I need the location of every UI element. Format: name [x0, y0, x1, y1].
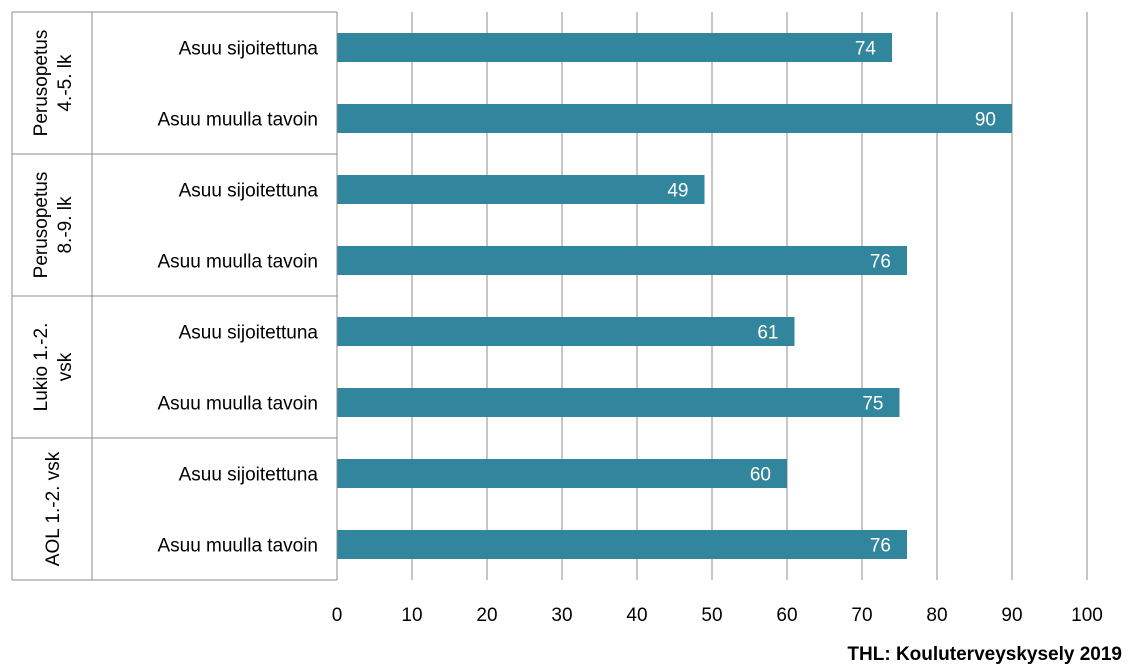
x-tick-label: 50 — [701, 605, 722, 626]
group-label-line: vsk — [55, 352, 76, 381]
group-label: Perusopetus 8.-9. lk — [31, 172, 76, 279]
bar — [337, 175, 705, 204]
x-tick-label: 20 — [476, 605, 497, 626]
bar — [337, 317, 795, 346]
data-label: 74 — [855, 39, 877, 60]
x-tick-label: 100 — [1071, 605, 1103, 626]
category-label: Asuu sijoitettuna — [179, 465, 319, 486]
x-tick-label: 10 — [401, 605, 422, 626]
bar — [337, 104, 1012, 133]
group-label-line: Perusopetus — [31, 30, 52, 137]
category-label: Asuu muulla tavoin — [157, 394, 318, 415]
group-label: Lukio 1.-2. vsk — [31, 323, 76, 412]
bar — [337, 33, 892, 62]
data-label: 76 — [870, 252, 891, 273]
data-label: 49 — [667, 181, 688, 202]
axis-labels: 0 10 20 30 40 50 60 70 80 90 100 74 Asuu sijoitettun… — [31, 30, 1103, 626]
group-label: Perusopetus 4.-5. lk — [31, 30, 76, 137]
category-label: Asuu sijoitettuna — [179, 323, 319, 344]
x-tick-label: 80 — [926, 605, 947, 626]
category-label: Asuu sijoitettuna — [179, 39, 319, 60]
source-note: THL: Kouluterveyskysely 2019 — [847, 644, 1122, 665]
x-tick-label: 70 — [851, 605, 872, 626]
group-label: AOL 1.-2. vsk — [43, 451, 64, 566]
bars — [337, 33, 1012, 559]
x-tick-label: 90 — [1001, 605, 1022, 626]
category-label: Asuu muulla tavoin — [157, 536, 318, 557]
gridlines — [411, 12, 1088, 580]
data-label: 60 — [750, 465, 771, 486]
group-label-line: Lukio 1.-2. — [31, 323, 52, 412]
data-label: 61 — [757, 323, 778, 344]
data-label: 90 — [975, 110, 996, 131]
bar — [337, 459, 787, 488]
category-label: Asuu muulla tavoin — [157, 110, 318, 131]
x-tick-label: 60 — [776, 605, 797, 626]
category-label: Asuu muulla tavoin — [157, 252, 318, 273]
bar — [337, 530, 907, 559]
group-label-line: 8.-9. lk — [55, 196, 76, 254]
group-label-line: Perusopetus — [31, 172, 52, 279]
category-label: Asuu sijoitettuna — [179, 181, 319, 202]
x-tick-label: 40 — [626, 605, 647, 626]
group-label-line: 4.-5. lk — [55, 54, 76, 112]
group-label-line: AOL 1.-2. vsk — [43, 451, 64, 566]
bar — [337, 246, 907, 275]
data-label: 76 — [870, 536, 891, 557]
x-tick-label: 30 — [551, 605, 572, 626]
x-tick-label: 0 — [332, 605, 343, 626]
bar — [337, 388, 900, 417]
data-label: 75 — [862, 394, 883, 415]
category-axis-frame — [11, 11, 338, 581]
